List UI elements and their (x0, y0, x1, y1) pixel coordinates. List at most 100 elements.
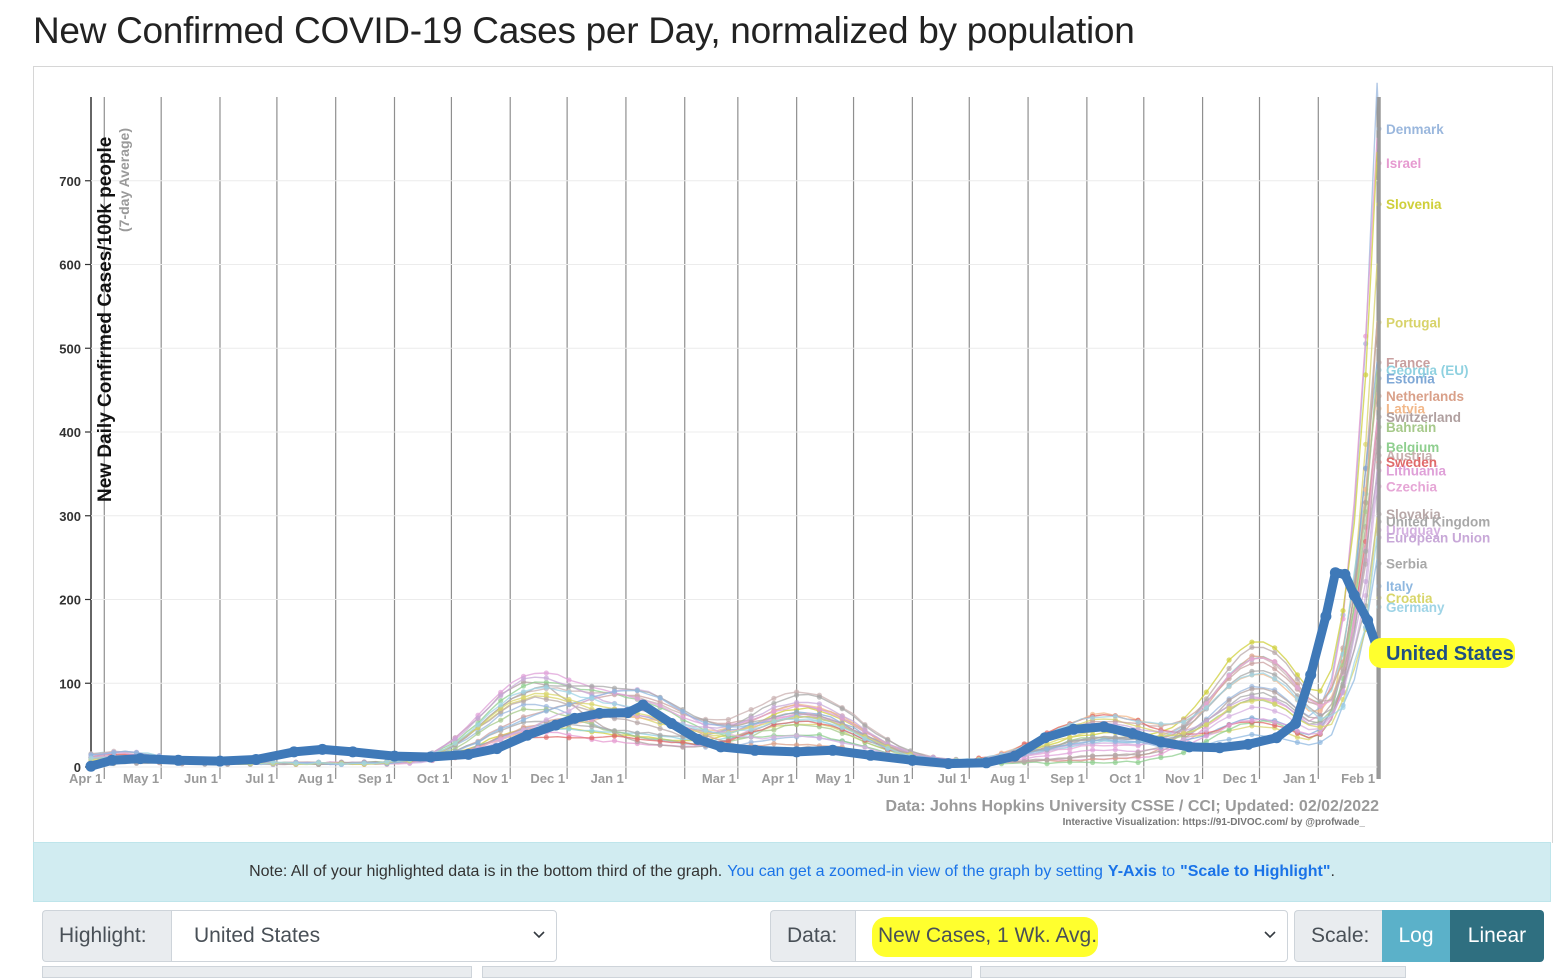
highlighted-series-point (666, 718, 677, 729)
country-series-point (1340, 669, 1346, 675)
country-label: Italy (1386, 579, 1414, 594)
country-series-point (771, 718, 777, 725)
linear-button[interactable]: Linear (1450, 910, 1544, 962)
country-series-point (1272, 701, 1278, 707)
country-series-point (862, 736, 868, 742)
country-series-point (1294, 734, 1300, 740)
country-series-point (520, 676, 527, 682)
country-series-point (794, 692, 800, 698)
country-label: United Kingdom (1386, 515, 1490, 530)
country-series-point (1090, 715, 1096, 721)
country-series-point (543, 684, 549, 690)
country-series-point (543, 734, 549, 740)
country-series-point (748, 734, 754, 740)
country-label: Bahrain (1386, 420, 1436, 435)
country-series-point (1158, 721, 1164, 727)
country-series-point (1294, 676, 1300, 682)
country-label: Netherlands (1386, 389, 1464, 404)
country-series-point (1249, 672, 1255, 678)
highlighted-series-point (425, 751, 436, 763)
highlight-select[interactable]: United States (171, 910, 557, 962)
country-label: Switzerland (1386, 410, 1461, 425)
x-tick-label: Sep 1 (358, 771, 393, 786)
country-series-point (839, 706, 845, 712)
y-tick-label: 100 (59, 676, 81, 691)
data-control: Data: New Cases, 1 Wk. Avg. (770, 910, 1288, 962)
country-series-point (611, 728, 618, 734)
country-series-point (725, 730, 732, 737)
note-link[interactable]: You can get a zoomed-in view of the grap… (727, 863, 1103, 880)
country-label: Estonia (1386, 371, 1435, 386)
country-series-point (1363, 578, 1369, 585)
country-series-point (1112, 713, 1118, 719)
country-series-point (1181, 719, 1187, 725)
country-series-point (1363, 548, 1369, 554)
highlighted-series-point (1329, 567, 1341, 579)
country-series-point (1317, 708, 1323, 714)
highlighted-series-label: United States (1386, 643, 1514, 665)
log-button[interactable]: Log (1382, 910, 1450, 962)
country-series-point (1340, 683, 1346, 689)
highlighted-series-point (827, 744, 839, 756)
country-series-group (88, 82, 1382, 768)
country-series-point (361, 760, 367, 766)
x-tick-label: May 1 (123, 771, 159, 786)
x-tick-label: Aug 1 (990, 771, 1026, 786)
y-tick-label: 300 (59, 509, 81, 524)
country-series-point (1044, 746, 1050, 752)
country-series-line (90, 137, 1380, 766)
country-series-point (1226, 722, 1232, 728)
country-series-point (566, 683, 572, 689)
country-series-point (1226, 713, 1232, 719)
country-series-line (90, 322, 1380, 765)
highlighted-label-marker (1369, 637, 1515, 668)
country-series-point (1067, 759, 1073, 765)
country-label: Sweden (1386, 455, 1437, 470)
country-series-point (475, 739, 481, 746)
x-tick-label: Jan 1 (591, 771, 624, 786)
country-series-point (839, 724, 845, 731)
country-label: Slovenia (1386, 197, 1442, 212)
highlighted-series-point (593, 707, 605, 719)
data-label: Data: (770, 910, 855, 962)
country-series-point (611, 701, 618, 707)
highlighted-series-point (865, 749, 877, 761)
country-series-point (816, 706, 823, 712)
country-series-point (1249, 686, 1255, 692)
note-scale[interactable]: "Scale to Highlight" (1180, 863, 1331, 880)
country-series-point (316, 759, 322, 766)
country-series-point (725, 724, 732, 730)
country-series-point (1226, 727, 1232, 733)
highlighted-series-point (1339, 568, 1351, 580)
country-series-point (771, 727, 777, 733)
highlighted-series-point (106, 754, 118, 766)
country-series-point (589, 735, 595, 741)
country-label: Slovakia (1386, 507, 1441, 522)
country-series-point (1272, 676, 1278, 682)
country-label: Denmark (1386, 122, 1444, 137)
country-series-point (725, 716, 732, 723)
country-series-point (816, 735, 823, 741)
country-series-point (520, 706, 527, 712)
x-tick-label: Oct 1 (1109, 771, 1142, 786)
chart: Apr 1 May 1 Jun 1 Jul 1 Aug 1 Sep 1 Oct 1 Nov 1… (59, 82, 1515, 828)
country-series-point (475, 715, 481, 721)
country-series-point (566, 689, 572, 695)
country-series-point (1090, 753, 1096, 759)
country-series-line (90, 369, 1380, 766)
scale-control: Scale: Log Linear (1294, 910, 1546, 962)
highlighted-series-point (389, 750, 400, 762)
country-series-point (498, 726, 504, 732)
country-series-point (1249, 731, 1255, 738)
country-series-point (1340, 608, 1346, 614)
country-series-line (90, 361, 1380, 766)
country-series-point (566, 735, 572, 741)
data-select[interactable]: New Cases, 1 Wk. Avg. (855, 910, 1288, 962)
highlighted-series-point (980, 757, 992, 769)
chart-card: Apr 1 May 1 Jun 1 Jul 1 Aug 1 Sep 1 Oct 1 Nov 1… (33, 66, 1553, 843)
country-series-point (657, 742, 663, 748)
country-series-point (611, 738, 618, 744)
note-yaxis[interactable]: Y-Axis (1107, 863, 1157, 880)
country-series-point (475, 730, 481, 737)
country-series-point (1317, 724, 1323, 731)
